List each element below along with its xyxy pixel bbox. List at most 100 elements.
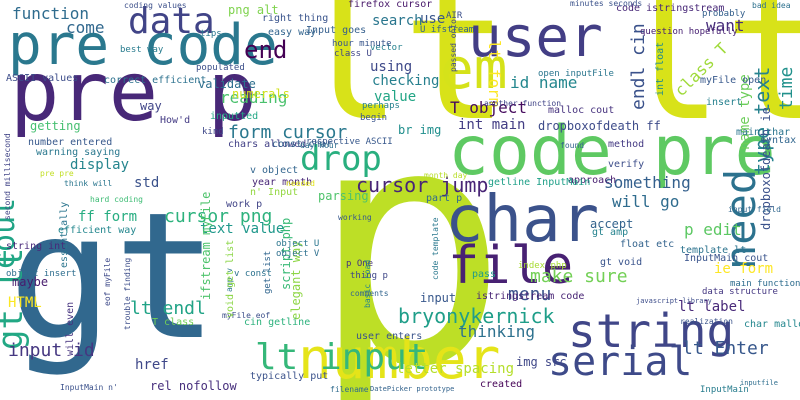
word: correct efficient: [104, 75, 207, 86]
word: char malloc: [744, 319, 800, 330]
word: think will: [64, 179, 113, 188]
word: main char: [736, 127, 791, 138]
word: template lt: [680, 245, 747, 256]
word: coding values: [124, 1, 187, 10]
word: created: [480, 379, 523, 390]
word: em: [440, 37, 508, 102]
word: menu: [508, 284, 552, 305]
word: thing p: [350, 271, 388, 281]
word: vector: [370, 43, 403, 53]
word: const char: [272, 139, 333, 150]
word: bad idea: [752, 1, 791, 10]
word: minutes seconds: [570, 0, 643, 8]
word: year month: [252, 177, 313, 188]
word: InputMain cout: [684, 253, 769, 264]
word: part p: [426, 193, 463, 204]
word: search: [372, 13, 423, 29]
word: myFile eof: [222, 311, 271, 320]
word: numerals: [232, 87, 290, 101]
word: ASCII values: [6, 73, 79, 84]
word: string int: [6, 241, 67, 252]
word: second millisecond: [3, 133, 12, 220]
word: cursor png: [164, 206, 273, 227]
word: reading: [220, 88, 288, 107]
word: found: [560, 141, 585, 150]
word: time: [776, 66, 797, 110]
word: trouble finding: [123, 257, 132, 330]
word: basic road: [363, 259, 372, 308]
word: index php: [518, 261, 567, 271]
word: needed: [286, 179, 315, 188]
word: code pre: [448, 112, 776, 191]
word: AIR: [446, 11, 463, 21]
word: data: [128, 1, 215, 42]
word: end: [244, 36, 288, 64]
word: number: [298, 327, 501, 392]
word: InputMain n': [60, 383, 118, 392]
word: n' Input: [250, 187, 299, 198]
word: href: [135, 357, 169, 373]
word: class U: [334, 49, 372, 59]
word: probably: [702, 9, 746, 19]
word: malloc cout: [548, 105, 615, 116]
word: number entered: [28, 137, 113, 148]
word: chars allowed: [228, 139, 307, 150]
word: ifstream myFile: [199, 191, 213, 300]
word: dropboxofdeath ff: [538, 119, 661, 133]
word: v object: [250, 165, 299, 176]
word: object U: [276, 239, 320, 249]
word: int float: [655, 41, 666, 96]
word: data structure: [702, 287, 778, 297]
word: object insert: [6, 269, 77, 279]
word: approach: [568, 175, 617, 186]
word: using: [370, 59, 413, 75]
word: passed onto: [449, 19, 458, 72]
word: p: [310, 55, 509, 400]
word: br img: [398, 123, 442, 137]
word: myFile open: [700, 75, 767, 86]
word: lt label: [678, 299, 746, 315]
word: string: [568, 304, 735, 358]
word: work p: [226, 199, 263, 210]
word: png alt: [228, 3, 279, 17]
word: ie form: [714, 261, 774, 277]
word: text value: [200, 221, 285, 237]
word: month day: [424, 171, 468, 180]
word: comments: [350, 289, 389, 298]
word: kind: [202, 127, 224, 137]
word: realization: [680, 317, 733, 326]
word: insert: [706, 97, 743, 108]
word: something: [604, 173, 691, 192]
word: pass: [472, 269, 497, 280]
word: object V: [276, 249, 320, 259]
word: verify: [608, 159, 645, 170]
word: T class: [152, 317, 195, 328]
word: InputMain: [700, 385, 749, 395]
word: input id: [8, 340, 95, 361]
word: make sure: [530, 266, 628, 287]
word: pre pre: [40, 169, 74, 178]
word: method: [608, 139, 645, 150]
word: user: [468, 5, 603, 70]
word: rel nofollow: [150, 379, 237, 393]
word: thinking: [458, 322, 536, 341]
word: will go: [612, 192, 680, 211]
word: gt void: [600, 257, 643, 268]
word: tips: [200, 29, 222, 39]
word: another function: [484, 99, 562, 108]
word: function: [12, 4, 90, 23]
word: inputfile: [740, 379, 778, 387]
word: bryonykernick: [398, 304, 555, 328]
word: p One: [346, 259, 374, 269]
word: drop: [300, 139, 382, 179]
word: lt lt: [295, 0, 800, 160]
word: ff form: [78, 209, 138, 225]
word: perhaps: [362, 101, 400, 111]
word: use: [420, 11, 446, 27]
word: inputted: [210, 111, 259, 122]
word: float etc: [620, 239, 675, 250]
word: hour minute: [332, 39, 392, 49]
word: lt Enter: [682, 338, 769, 359]
word: pre p: [10, 45, 257, 140]
